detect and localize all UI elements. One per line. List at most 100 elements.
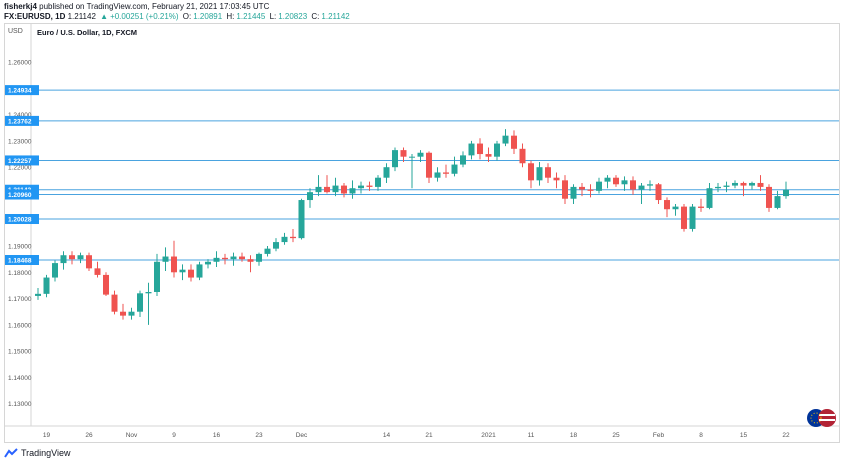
- candle-body: [706, 188, 713, 208]
- x-tick-label: 26: [85, 432, 93, 439]
- chart-frame[interactable]: Euro / U.S. Dollar, 1D, FXCM USD 1.13000 1.…: [4, 23, 840, 443]
- candle-body: [120, 311, 126, 316]
- candle-body: [545, 167, 551, 178]
- eu-us-flag-icon: [807, 409, 836, 427]
- x-tick-label: Nov: [126, 432, 138, 439]
- candle-body: [315, 186, 322, 193]
- level-label-bg: [5, 254, 39, 265]
- candle-body: [536, 167, 543, 181]
- chart-header: fisherkj4 published on TradingView.com, …: [4, 2, 352, 22]
- candle-body: [366, 185, 373, 187]
- x-tick-label: 9: [172, 432, 176, 439]
- candle-body: [664, 200, 670, 210]
- level-label-bg: [5, 189, 39, 200]
- candle-body: [273, 242, 279, 249]
- candle-body: [196, 264, 203, 278]
- x-tick-label: Dec: [296, 432, 308, 439]
- y-tick-label: 1.22000: [8, 165, 32, 172]
- candle-body: [77, 255, 84, 260]
- candle-body: [290, 236, 296, 239]
- level-label: 1.24934: [8, 88, 32, 95]
- y-tick-label: 1.19000: [8, 244, 32, 251]
- price-chart[interactable]: Euro / U.S. Dollar, 1D, FXCM USD 1.13000 1.…: [5, 24, 839, 442]
- candle-body: [230, 256, 237, 260]
- candle-body: [698, 206, 704, 208]
- candle-body: [358, 185, 364, 189]
- candle-body: [689, 206, 696, 229]
- y-tick-label: 1.15000: [8, 349, 32, 356]
- level-label: 1.18468: [8, 257, 32, 264]
- candle-body: [579, 186, 585, 190]
- candle-body: [375, 177, 381, 187]
- x-tick-label: 16: [213, 432, 221, 439]
- y-tick-label: 1.14000: [8, 375, 32, 382]
- candle-body: [655, 184, 662, 201]
- ohlc-line: FX:EURUSD, 1D 1.21142 ▲ +0.00251 (+0.21%)…: [4, 12, 352, 22]
- low-value: 1.20823: [278, 12, 308, 21]
- candle-body: [349, 188, 356, 194]
- candle-body: [94, 268, 101, 275]
- candle-body: [468, 143, 475, 156]
- x-tick-label: 19: [43, 432, 51, 439]
- candle-body: [426, 152, 432, 178]
- candle-body: [307, 192, 313, 201]
- author-name: fisherkj4: [4, 2, 37, 11]
- candle-body: [392, 150, 398, 168]
- level-label: 1.22257: [8, 158, 32, 165]
- y-tick-label: 1.17000: [8, 296, 32, 303]
- candle-body: [154, 261, 160, 292]
- candle-body: [528, 163, 534, 181]
- candle-body: [477, 143, 483, 155]
- candle-body: [460, 155, 466, 165]
- publish-line: fisherkj4 published on TradingView.com, …: [4, 2, 352, 12]
- candle-body: [332, 185, 339, 193]
- symbol-label: FX:EURUSD, 1D: [4, 12, 66, 21]
- level-label: 1.20960: [8, 192, 32, 199]
- candle-body: [171, 256, 177, 273]
- candle-body: [383, 167, 390, 178]
- candle-body: [596, 181, 602, 191]
- candle-body: [417, 152, 424, 157]
- candle-body: [179, 269, 186, 273]
- x-tick-label: 11: [528, 432, 535, 439]
- candle-body: [443, 172, 449, 174]
- candle-body: [553, 177, 560, 181]
- candle-body: [562, 180, 568, 199]
- open-value: 1.20891: [193, 12, 223, 21]
- x-tick-label: 14: [383, 432, 391, 439]
- x-tick-label: 18: [570, 432, 578, 439]
- candle-body: [162, 256, 169, 262]
- y-tick-label: 1.16000: [8, 322, 32, 329]
- publish-info: published on TradingView.com, February 2…: [36, 2, 270, 11]
- candle-body: [570, 186, 577, 199]
- candle-body: [264, 248, 271, 254]
- x-tick-label: Feb: [653, 432, 665, 439]
- candle-body: [247, 259, 254, 262]
- x-tick-label: 15: [740, 432, 748, 439]
- candle-body: [239, 256, 245, 260]
- close-label: C:: [311, 12, 320, 21]
- candle-body: [111, 294, 118, 312]
- candle-body: [281, 236, 288, 243]
- x-tick-label: 25: [612, 432, 620, 439]
- candle-body: [715, 186, 721, 189]
- candle-body: [681, 206, 687, 229]
- candle-body: [502, 135, 509, 144]
- candle-body: [137, 293, 143, 312]
- low-label: L:: [269, 12, 277, 21]
- high-value: 1.21445: [236, 12, 266, 21]
- candle-body: [256, 253, 262, 262]
- candle-body: [69, 255, 75, 260]
- x-tick-label: 21: [425, 432, 433, 439]
- open-label: O:: [182, 12, 192, 21]
- up-arrow-icon: ▲: [100, 12, 109, 21]
- candle-body: [613, 177, 619, 185]
- currency-label: USD: [8, 28, 23, 35]
- candle-body: [783, 189, 789, 197]
- candle-body: [434, 172, 441, 178]
- candle-body: [103, 274, 109, 295]
- candle-body: [647, 184, 653, 186]
- candle-body: [52, 263, 58, 278]
- candle-body: [298, 200, 305, 239]
- candle-body: [621, 180, 628, 185]
